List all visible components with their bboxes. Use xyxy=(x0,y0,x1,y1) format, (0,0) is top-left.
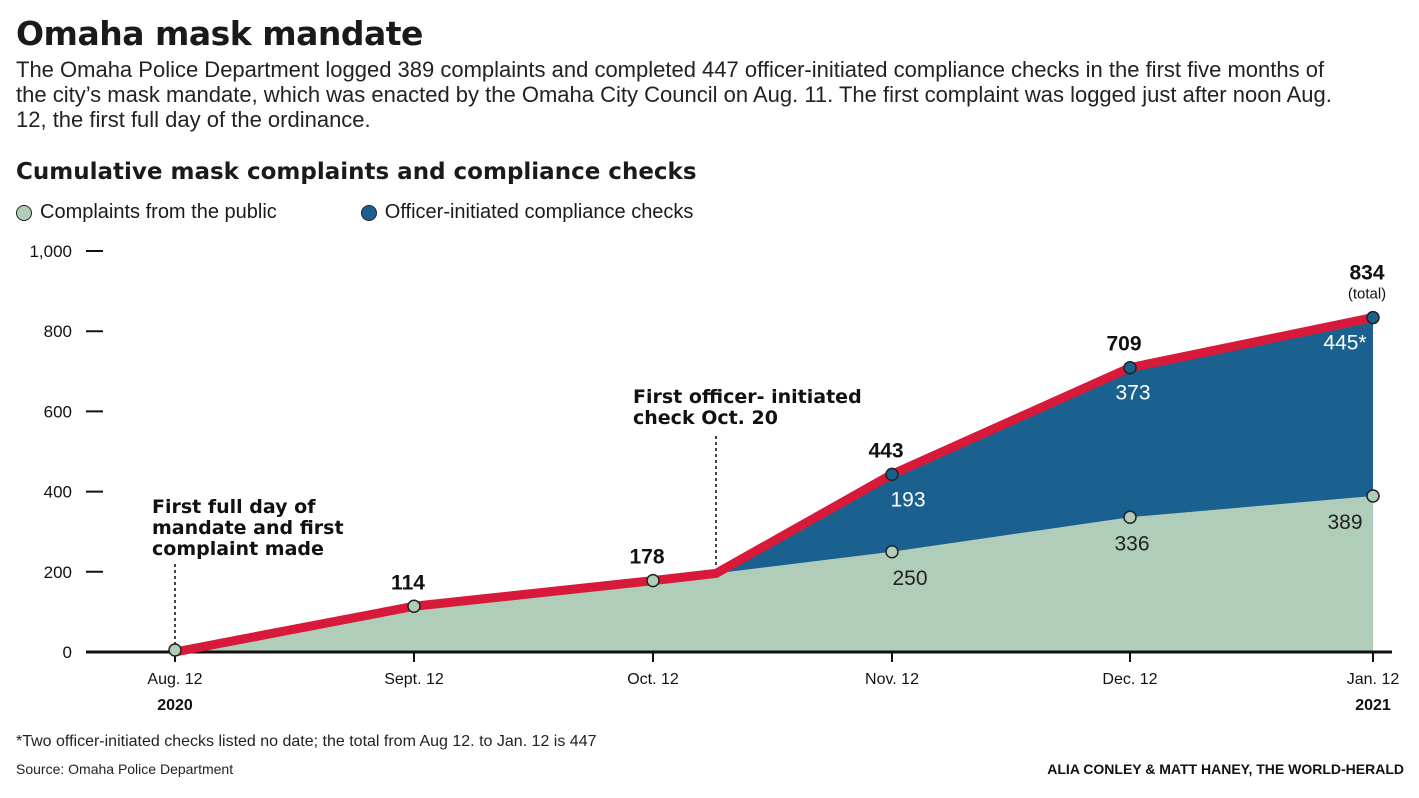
complaint-value-label: 250 xyxy=(892,567,927,590)
annotation-first-day-text: mandate and first xyxy=(152,517,344,539)
year-label-start: 2020 xyxy=(157,697,193,714)
year-label-end: 2021 xyxy=(1355,697,1391,714)
legend-item-complaints: Complaints from the public xyxy=(16,201,277,224)
x-tick-label: Sept. 12 xyxy=(384,671,444,688)
complaint-value-label: 389 xyxy=(1327,511,1362,534)
chart-title: Omaha mask mandate xyxy=(16,14,423,53)
check-value-label: 373 xyxy=(1115,382,1150,405)
chart-subtitle: The Omaha Police Department logged 389 c… xyxy=(16,57,1332,132)
credit: ALIA CONLEY & MATT HANEY, THE WORLD-HERA… xyxy=(1047,761,1404,777)
total-sublabel: (total) xyxy=(1348,286,1386,303)
complaint-point xyxy=(407,599,421,614)
checks-area xyxy=(716,317,1373,574)
x-tick-label: Dec. 12 xyxy=(1102,671,1157,688)
complaints-area xyxy=(175,496,1373,652)
annotation-first-day-text: complaint made xyxy=(152,538,324,560)
total-point xyxy=(1366,310,1380,325)
chart-heading: Cumulative mask complaints and complianc… xyxy=(16,159,697,185)
y-tick-label: 1,000 xyxy=(29,242,72,261)
total-label: 178 xyxy=(629,546,664,569)
x-tick-label: Jan. 12 xyxy=(1347,671,1400,688)
complaint-point xyxy=(1123,510,1137,525)
complaint-point xyxy=(646,573,660,588)
total-label: 443 xyxy=(868,439,903,462)
x-tick-label: Aug. 12 xyxy=(147,671,202,688)
complaint-value-label: 336 xyxy=(1114,532,1149,555)
legend-label-checks: Officer-initiated compliance checks xyxy=(384,201,694,223)
footnote: *Two officer-initiated checks listed no … xyxy=(16,733,597,750)
checks-swatch-icon xyxy=(360,204,377,221)
annotation-first-check-text: First officer- initiated xyxy=(633,386,862,408)
check-value-label: 445* xyxy=(1323,332,1366,355)
x-tick-label: Oct. 12 xyxy=(627,671,679,688)
y-tick-label: 200 xyxy=(44,563,72,582)
y-tick-label: 400 xyxy=(44,483,72,502)
source-note: Source: Omaha Police Department xyxy=(16,761,234,777)
annotation-first-check-text: check Oct. 20 xyxy=(633,407,778,429)
check-value-label: 193 xyxy=(890,488,925,511)
complaints-swatch-icon xyxy=(16,204,32,221)
annotation-first-day-text: First full day of xyxy=(152,496,316,518)
legend-item-checks: Officer-initiated compliance checks xyxy=(360,201,694,224)
legend: Complaints from the public Officer-initi… xyxy=(16,201,693,224)
legend-label-complaints: Complaints from the public xyxy=(40,201,277,223)
total-label: 834 xyxy=(1349,262,1384,285)
total-point xyxy=(885,467,899,482)
total-point xyxy=(1123,360,1137,375)
total-label: 114 xyxy=(391,571,425,594)
y-tick-label: 800 xyxy=(44,322,72,341)
x-tick-label: Nov. 12 xyxy=(865,671,919,688)
complaint-point xyxy=(168,643,182,657)
total-label: 709 xyxy=(1106,333,1141,356)
y-tick-label: 0 xyxy=(63,643,72,662)
complaint-point xyxy=(885,545,899,559)
y-tick-label: 600 xyxy=(44,402,72,421)
complaint-point xyxy=(1366,489,1380,503)
